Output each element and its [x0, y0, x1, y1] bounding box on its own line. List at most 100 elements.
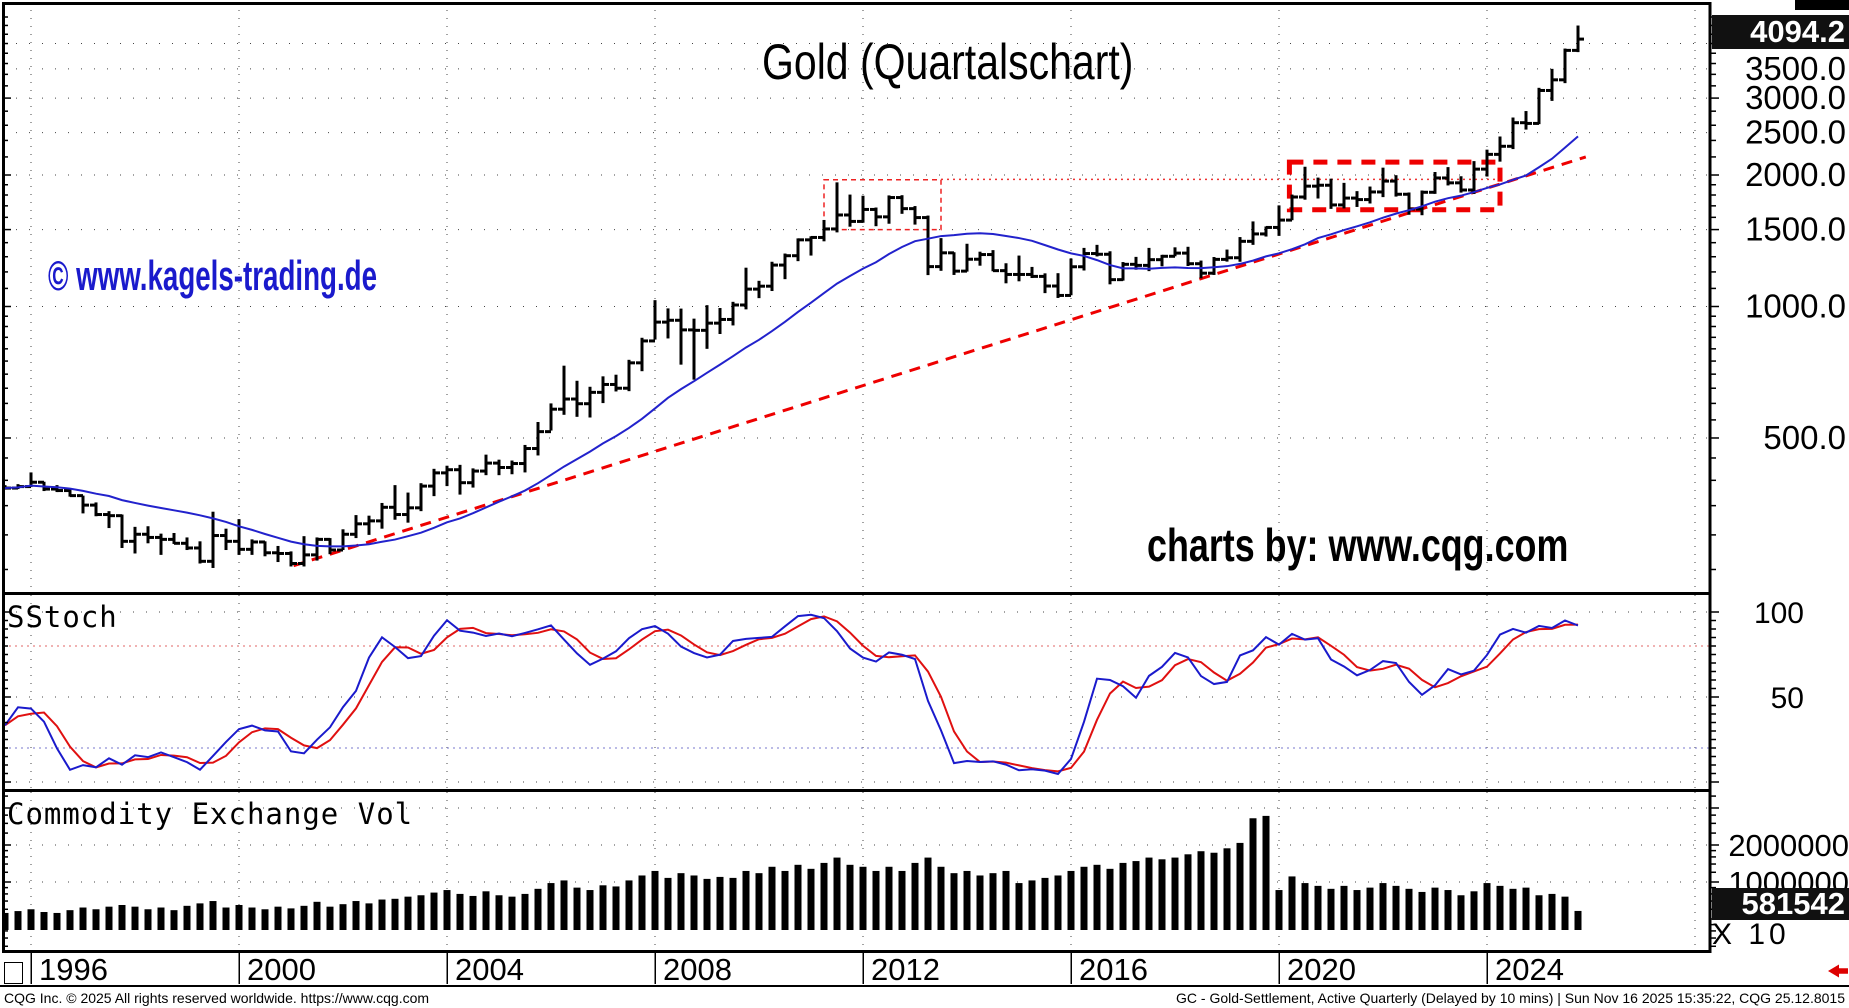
volume-bar [183, 905, 191, 930]
price-scale-label: 1000.0 [1745, 287, 1846, 324]
plot-border [2, 2, 1712, 953]
volume-bar [66, 910, 74, 930]
volume-bar [1327, 888, 1335, 930]
price-scale-label: 3500.0 [1745, 50, 1846, 87]
last-price-badge: 4094.2 [1712, 15, 1849, 49]
volume-bar [1106, 868, 1114, 930]
stoch-panel[interactable] [3, 595, 1711, 788]
ma-line [4, 135, 1579, 548]
year-label: 1996 [39, 952, 108, 987]
price-scale-label: 500.0 [1763, 419, 1846, 456]
volume-bar [1405, 888, 1413, 930]
volume-bar [1379, 883, 1387, 930]
volume-bar [1262, 815, 1270, 930]
volume-bar [235, 904, 243, 930]
volume-bar [144, 909, 152, 930]
volume-bar [820, 862, 828, 930]
price-scale-label: 2500.0 [1745, 114, 1846, 151]
volume-bar [417, 895, 425, 930]
volume-bar [586, 890, 594, 930]
scroll-right-arrow[interactable] [1828, 964, 1848, 978]
volume-bar [3, 912, 9, 930]
volume-bar [1522, 887, 1530, 930]
year-label: 2024 [1495, 952, 1564, 987]
corner-checkbox[interactable] [4, 962, 23, 984]
year-label: 2016 [1079, 952, 1148, 987]
volume-bar [1509, 888, 1517, 930]
volume-bar [1028, 880, 1036, 930]
price-scale-label: 3000.0 [1745, 79, 1846, 116]
volume-bar [352, 901, 360, 930]
volume-bar [27, 909, 35, 930]
price-bars [3, 25, 1584, 568]
volume-bar [560, 880, 568, 930]
volume-bar [1145, 857, 1153, 930]
volume-bar [222, 907, 230, 930]
volume-bar [1158, 859, 1166, 930]
volume-bar [963, 870, 971, 930]
price-scale-label: 1500.0 [1745, 211, 1846, 248]
volume-bar [755, 873, 763, 930]
volume-bar [378, 899, 386, 930]
volume-bar [1301, 883, 1309, 930]
volume-bar [1119, 862, 1127, 930]
volume-bar [118, 904, 126, 930]
volume-bar [1340, 885, 1348, 930]
volume-bar [508, 896, 516, 930]
volume-bar [1353, 890, 1361, 930]
volume-bar [742, 870, 750, 930]
volume-bar [1236, 842, 1244, 930]
volume-bar [677, 873, 685, 930]
volume-bar [885, 866, 893, 930]
volume-bar [1210, 852, 1218, 930]
volume-bar [989, 873, 997, 930]
volume-bar [391, 898, 399, 930]
volume-bar [313, 901, 321, 930]
kagels-watermark: © www.kagels-trading.de [48, 252, 377, 299]
year-label: 2020 [1287, 952, 1356, 987]
volume-bar [1483, 883, 1491, 930]
breakout-rect-2020 [1286, 159, 1503, 213]
volume-bar [248, 907, 256, 930]
volume-bar [1496, 885, 1504, 930]
volume-bar [1431, 887, 1439, 930]
volume-bar [872, 870, 880, 930]
volume-bar [1249, 818, 1257, 930]
volume-bar [1275, 890, 1283, 930]
volume-bar [1197, 851, 1205, 930]
volume-bar [1314, 885, 1322, 930]
volume-bar [300, 905, 308, 930]
volume-bar [92, 909, 100, 930]
volume-bar [1457, 895, 1465, 930]
volume-bar [976, 875, 984, 930]
consolidation-rect-2011 [823, 179, 942, 231]
volume-bar [612, 886, 620, 930]
volume-bar [495, 895, 503, 930]
volume-bar [859, 866, 867, 930]
cqg-watermark: charts by: www.cqg.com [1147, 519, 1569, 571]
volume-bar [521, 893, 529, 930]
volume-bar [651, 870, 659, 930]
volume-bar [1184, 854, 1192, 930]
volume-panel[interactable] [2, 792, 1712, 950]
volume-bar [794, 864, 802, 930]
volume-bar [1132, 861, 1140, 930]
volume-bar [950, 873, 958, 930]
status-bar: CQG Inc. © 2025 All rights reserved worl… [0, 986, 1849, 1008]
year-label: 2008 [663, 952, 732, 987]
volume-bar [1015, 883, 1023, 930]
volume-bar [456, 893, 464, 930]
stoch-k-line [4, 613, 1579, 776]
volume-bar [430, 892, 438, 930]
volume-bar [690, 875, 698, 930]
price-panel[interactable] [0, 10, 1711, 591]
volume-bar [781, 870, 789, 930]
volume-bar [1444, 890, 1452, 930]
volume-bar [482, 891, 490, 930]
volume-bar [14, 911, 22, 930]
volume-bar [261, 909, 269, 930]
volume-multiplier-label: X 10 [1712, 918, 1790, 951]
volume-bar [196, 903, 204, 930]
